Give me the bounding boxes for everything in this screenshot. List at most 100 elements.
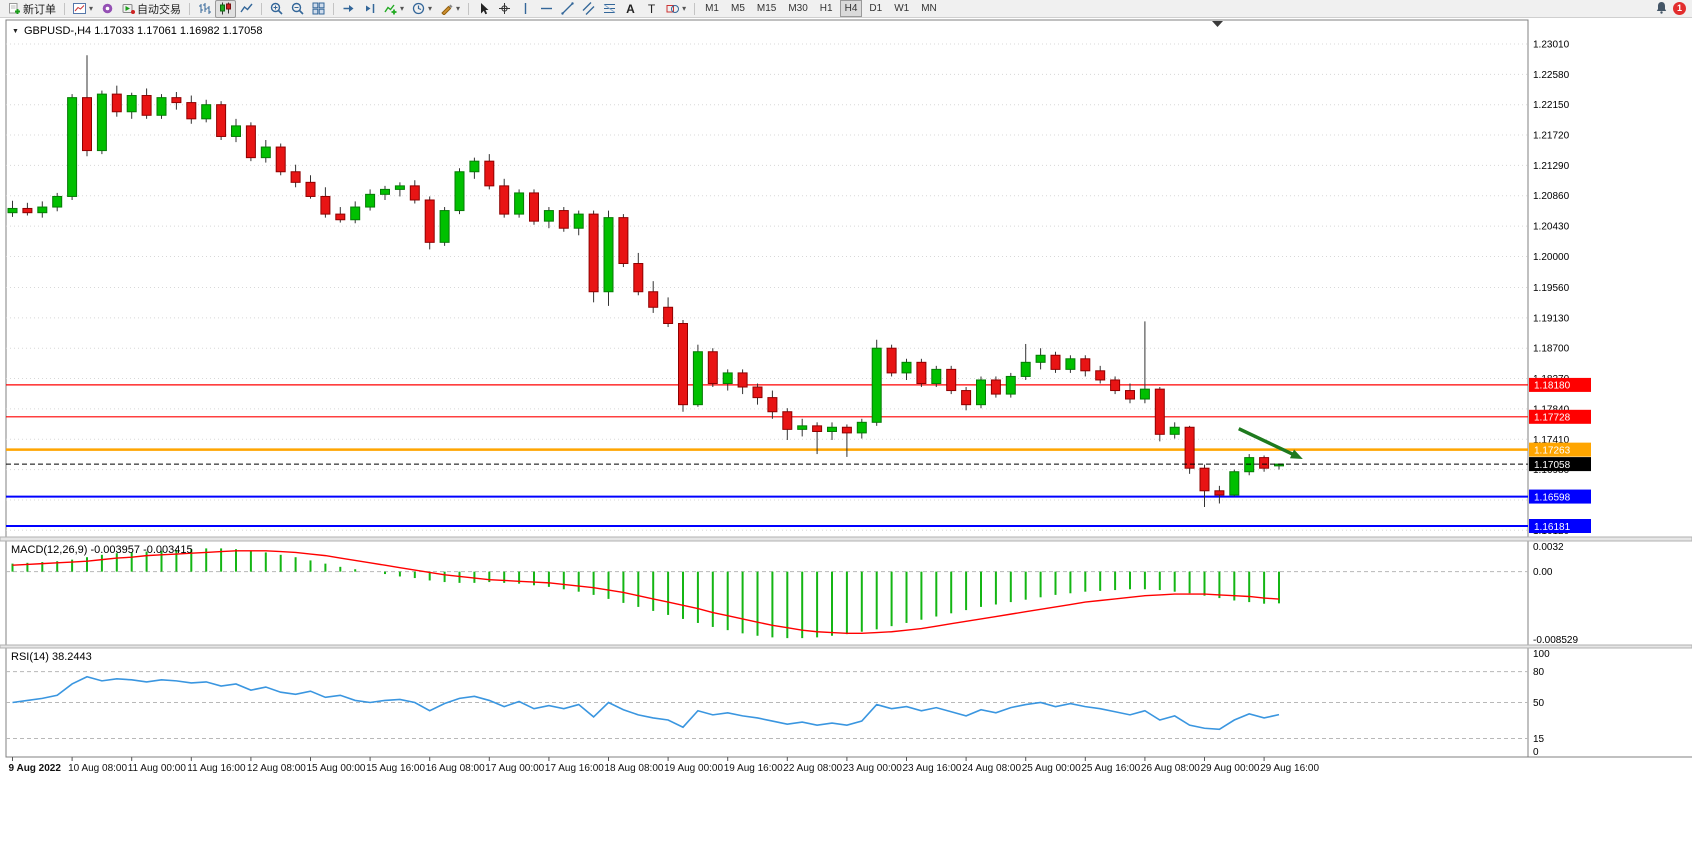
new-order-button[interactable]: 新订单 [4,0,60,18]
dropdown-arrow-icon[interactable]: ▾ [682,4,687,13]
timeframe-h4[interactable]: H4 [839,0,863,17]
candle [424,199,435,243]
cursor-button[interactable] [473,0,494,18]
zoom-in-button[interactable] [266,0,287,18]
rsi-axis-label: 15 [1533,734,1545,745]
candle [573,213,584,229]
macd-signal-line [12,550,1280,635]
candle [350,206,361,221]
price-grid [6,43,1528,531]
timeframe-m5[interactable]: M5 [730,3,745,14]
text-button[interactable]: A [620,0,641,18]
line-chart-button[interactable] [236,0,257,18]
price-label-box [1529,377,1591,392]
dropdown-arrow-icon[interactable]: ▾ [428,4,433,13]
timeframe-mn[interactable]: MN [921,3,937,14]
dropdown-arrow-icon[interactable]: ▾ [89,4,94,13]
chart-shift-marker[interactable] [1212,21,1223,27]
bell-icon[interactable] [1655,1,1668,17]
timeframe-d1[interactable]: D1 [869,3,883,14]
candle [603,217,614,293]
panel-splitter[interactable] [0,536,1692,542]
svg-text:T: T [648,2,656,15]
symbol-collapse-icon[interactable]: ▼ [12,28,19,35]
text-icon: A [624,2,637,15]
shapes-button[interactable]: ▾ [662,0,690,18]
rsi-axis-label: 100 [1533,649,1550,660]
candle [722,372,733,384]
timeframe-m15[interactable]: M15 [756,3,777,14]
candle [543,210,554,222]
tile-windows-button[interactable] [308,0,329,18]
price-label-text: 1.16181 [1534,522,1571,533]
bar-chart-button[interactable] [194,0,215,18]
autotrade-button[interactable]: 自动交易 [118,0,185,18]
candle [439,210,450,243]
dropdown-arrow-icon[interactable]: ▾ [456,4,461,13]
candle [856,421,867,434]
trend-arrow-object[interactable] [1238,427,1303,460]
candle [1005,375,1016,395]
templates-button[interactable]: ▾ [436,0,464,18]
toolbar-separator [333,2,335,15]
price-label-text: 1.17263 [1534,445,1571,456]
label-button[interactable]: T [641,0,662,18]
notification-badge[interactable]: 1 [1673,2,1686,15]
rsi-axis-label: 80 [1533,667,1545,678]
crosshair-button[interactable] [494,0,515,18]
rsi-layer: 100 80 50 15 0 [6,649,1550,758]
candle-chart-button[interactable] [215,0,237,18]
auto-scroll-button[interactable] [338,0,359,18]
trendline-icon [561,2,574,15]
new-chart-button[interactable]: ▾ [69,0,97,18]
timeframe-m30[interactable]: M30 [788,3,808,14]
alerts-button[interactable] [97,0,118,18]
rsi-plot-area[interactable] [6,648,1528,757]
candle [707,351,718,384]
candle [484,160,495,187]
candle [633,263,644,293]
candle [1184,426,1195,469]
time-axis-area[interactable] [6,757,1692,778]
channel-button[interactable] [578,0,599,18]
price-axis-label: 1.20430 [1533,222,1570,233]
candle [380,188,390,195]
templates-icon [440,2,453,15]
timeframe-m1[interactable]: M1 [705,3,719,14]
macd-plot-area[interactable] [6,541,1528,645]
macd-layer: 0.0032 0.00 -0.008529 [6,542,1578,646]
chart-plot-area[interactable] [6,20,1528,537]
macd-panel [5,540,1529,646]
toolbar-separator [694,2,696,15]
fibonacci-button[interactable] [599,0,620,18]
candle [648,291,659,308]
time-axis-label: 15 Aug 00:00 [307,763,366,774]
horizontal-line-button[interactable] [536,0,557,18]
channel-icon [582,2,595,15]
candle [52,195,63,208]
trendline-button[interactable] [557,0,578,18]
candle [290,171,301,183]
svg-text:A: A [626,2,635,15]
indicators-button[interactable]: ▾ [380,0,408,18]
panel-splitter[interactable] [0,644,1692,649]
time-axis-label: 17 Aug 00:00 [485,763,544,774]
candle [126,95,137,113]
candle [171,97,182,104]
cursor-icon [477,2,490,15]
candle [752,386,763,399]
candle [737,372,748,388]
toolbar-separator [64,2,65,15]
candle [782,411,793,430]
periods-button[interactable]: ▾ [408,0,436,18]
autotrade-icon [122,2,136,15]
toolbar-separator [189,2,191,15]
candle [812,425,823,432]
candle [156,97,167,116]
vertical-line-button[interactable] [515,0,536,18]
chart-shift-button[interactable] [359,0,380,18]
timeframe-h1[interactable]: H1 [819,3,833,14]
timeframe-w1[interactable]: W1 [894,3,910,14]
zoom-out-button[interactable] [287,0,308,18]
dropdown-arrow-icon[interactable]: ▾ [400,4,405,13]
